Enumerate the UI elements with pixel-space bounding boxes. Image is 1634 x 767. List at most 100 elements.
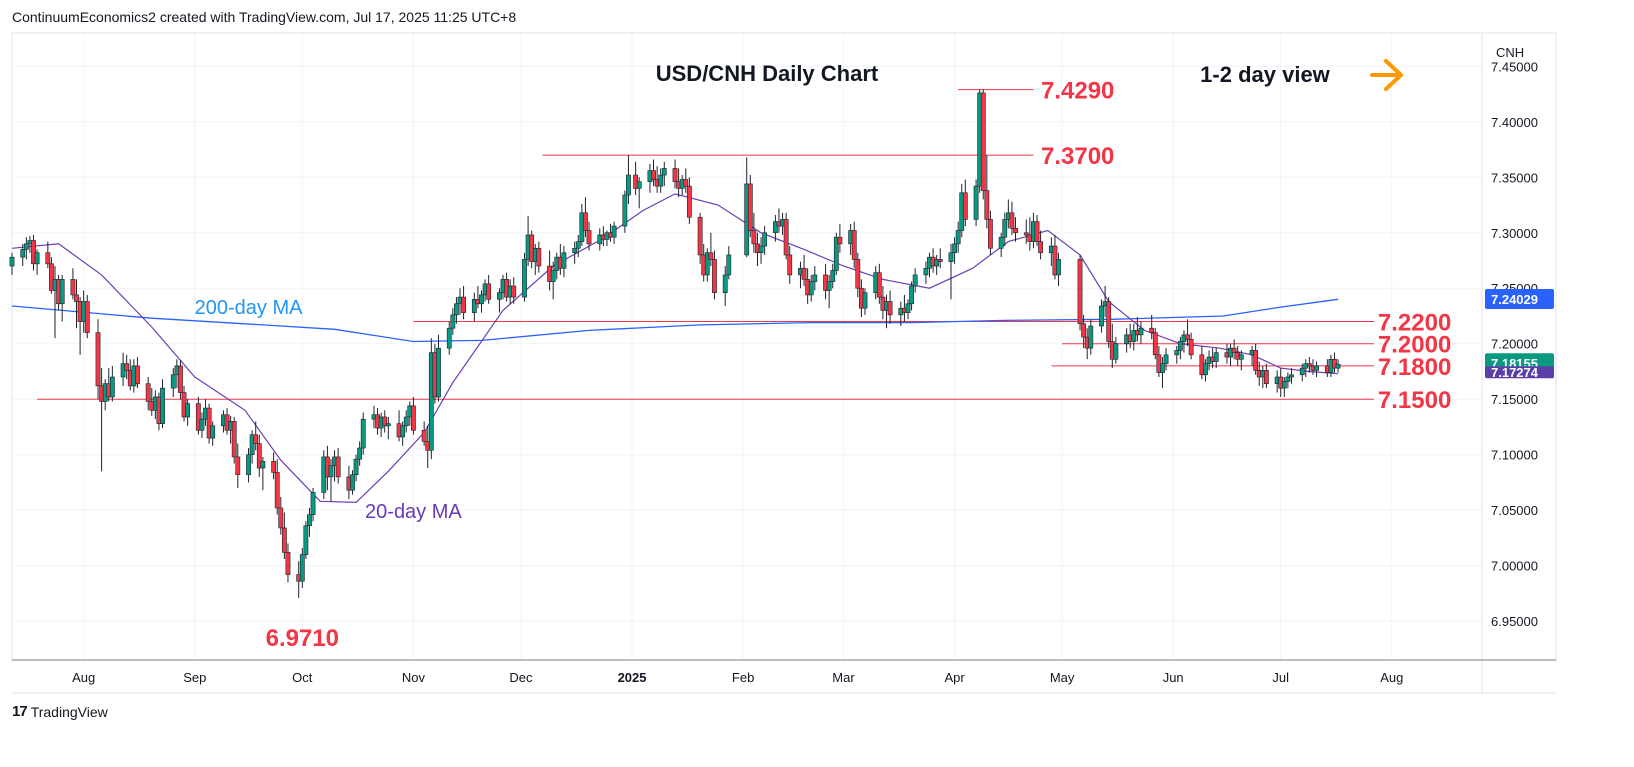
tradingview-brand[interactable]: 17 TradingView bbox=[12, 703, 108, 720]
candle-body bbox=[636, 181, 642, 189]
candle-up bbox=[23, 237, 29, 260]
candle-body bbox=[74, 294, 79, 302]
candle-up bbox=[446, 321, 452, 355]
candle-down bbox=[178, 360, 183, 400]
candle-body bbox=[350, 474, 355, 491]
candle-body bbox=[31, 240, 36, 265]
candle-body bbox=[1289, 374, 1294, 378]
y-tick-label: 7.05000 bbox=[1491, 503, 1538, 518]
candle-body bbox=[583, 212, 588, 231]
candle-body bbox=[855, 259, 861, 289]
y-tick-label: 7.45000 bbox=[1491, 59, 1538, 74]
candle-down bbox=[411, 396, 416, 435]
candle-body bbox=[572, 247, 578, 254]
candle-body bbox=[712, 259, 717, 293]
candle-body bbox=[783, 219, 789, 256]
candle-up bbox=[479, 290, 484, 313]
candle-down bbox=[145, 377, 151, 411]
candle-body bbox=[536, 247, 542, 267]
candle-body bbox=[1163, 354, 1169, 365]
candle-up bbox=[575, 234, 581, 258]
candle-body bbox=[479, 294, 484, 305]
candle-body bbox=[1314, 365, 1319, 371]
candle-up bbox=[862, 288, 868, 315]
candle-down bbox=[686, 177, 692, 224]
candle-body bbox=[124, 363, 130, 371]
candle-down bbox=[1009, 201, 1015, 235]
x-tick-label: Dec bbox=[509, 670, 533, 685]
candle-body bbox=[70, 279, 76, 296]
candle-down bbox=[855, 252, 861, 298]
candle-body bbox=[988, 219, 993, 249]
x-tick-label: Jun bbox=[1163, 670, 1184, 685]
candle-up bbox=[185, 399, 191, 426]
candle-up bbox=[1177, 337, 1183, 360]
candle-body bbox=[9, 256, 15, 267]
candle-body bbox=[299, 554, 305, 582]
candle-body bbox=[170, 374, 176, 389]
candle-body bbox=[23, 243, 29, 250]
chart-annotation: 20-day MA bbox=[365, 501, 462, 523]
candle-body bbox=[1231, 347, 1237, 353]
candle-body bbox=[199, 418, 205, 431]
candle-down bbox=[49, 257, 54, 294]
candle-down bbox=[1038, 230, 1043, 260]
candle-down bbox=[382, 410, 388, 433]
candle-body bbox=[84, 301, 90, 333]
candle-down bbox=[335, 448, 341, 484]
candle-up bbox=[109, 365, 115, 402]
candle-up bbox=[1203, 359, 1208, 382]
candle-down bbox=[536, 241, 542, 273]
candle-body bbox=[1009, 212, 1015, 229]
candle-body bbox=[1299, 367, 1305, 376]
candle-down bbox=[461, 286, 466, 320]
candle-body bbox=[862, 292, 868, 309]
candle-down bbox=[1077, 254, 1083, 331]
candle-body bbox=[360, 418, 366, 449]
candle-body bbox=[303, 525, 309, 555]
candle-up bbox=[909, 281, 914, 311]
candle-body bbox=[1188, 338, 1194, 356]
candle-body bbox=[109, 376, 115, 398]
candle-up bbox=[450, 308, 456, 335]
candle-up bbox=[1285, 372, 1291, 389]
candle-body bbox=[1023, 232, 1029, 236]
candle-body bbox=[461, 296, 466, 313]
candle-up bbox=[260, 456, 266, 491]
candle-down bbox=[708, 232, 714, 267]
candle-up bbox=[357, 441, 363, 466]
x-tick-label: 2025 bbox=[618, 670, 647, 685]
candle-body bbox=[450, 314, 456, 329]
candle-body bbox=[934, 259, 940, 267]
candle-body bbox=[34, 252, 40, 265]
candle-body bbox=[310, 492, 316, 515]
candle-body bbox=[704, 252, 710, 276]
candle-body bbox=[998, 236, 1004, 249]
candle-body bbox=[762, 232, 768, 247]
candle-body bbox=[905, 303, 911, 313]
candle-body bbox=[1056, 259, 1061, 276]
candle-down bbox=[962, 179, 968, 227]
candle-down bbox=[1263, 363, 1269, 389]
x-tick-label: Sep bbox=[183, 670, 206, 685]
candle-body bbox=[812, 274, 818, 282]
candle-up bbox=[1131, 323, 1137, 351]
y-tick-label: 7.40000 bbox=[1491, 115, 1538, 130]
candle-up bbox=[704, 248, 710, 282]
price-badge-bg bbox=[1485, 366, 1554, 379]
candle-down bbox=[876, 263, 882, 304]
candle-body bbox=[984, 190, 990, 220]
x-tick-label: Apr bbox=[944, 670, 965, 685]
candle-body bbox=[1099, 305, 1104, 327]
candle-up bbox=[1281, 377, 1287, 397]
candle-up bbox=[170, 368, 176, 397]
candle-body bbox=[1335, 363, 1341, 369]
candle-up bbox=[1160, 357, 1165, 389]
candle-up bbox=[160, 379, 165, 429]
candle-body bbox=[937, 259, 943, 262]
candle-body bbox=[486, 283, 492, 300]
candle-up bbox=[303, 521, 309, 560]
candle-down bbox=[235, 443, 241, 488]
candle-down bbox=[586, 221, 592, 251]
